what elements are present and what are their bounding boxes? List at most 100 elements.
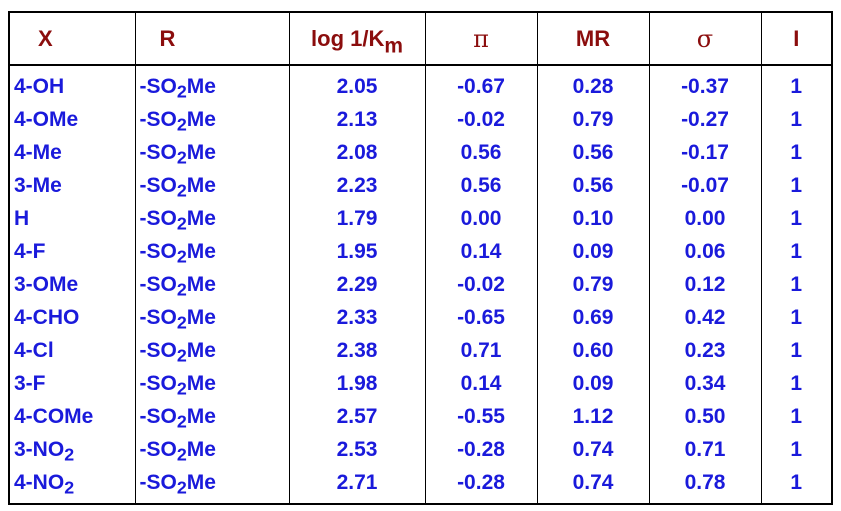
- cell-pi: 0.14: [424, 367, 538, 400]
- cell-x: 4-OH: [8, 65, 136, 103]
- cell-r-prefix: -SO: [139, 371, 177, 395]
- cell-sigma: 0.42: [648, 301, 762, 334]
- cell-pi: -0.28: [424, 466, 538, 505]
- cell-i: 1: [760, 433, 833, 466]
- cell-x: 3-F: [8, 367, 136, 400]
- cell-pi: 0.14: [424, 235, 538, 268]
- cell-log-inverse-km: 2.38: [288, 334, 426, 367]
- table-row: 3-OMe -SO2Me 2.29 -0.02 0.79 0.12 1: [8, 268, 833, 301]
- header-log-label: log 1/K: [311, 25, 385, 51]
- cell-mr: 0.60: [536, 334, 650, 367]
- cell-mr: 0.56: [536, 136, 650, 169]
- cell-r-suffix: Me: [186, 206, 216, 230]
- cell-r: -SO2Me: [134, 466, 290, 505]
- cell-x-text: 4-OH: [14, 74, 65, 98]
- cell-r-subscript: 2: [176, 212, 187, 233]
- cell-r-subscript: 2: [176, 146, 187, 167]
- cell-i: 1: [760, 65, 833, 103]
- header-i: I: [760, 11, 833, 66]
- cell-pi: -0.02: [424, 103, 538, 136]
- table-body: 4-OH -SO2Me 2.05 -0.67 0.28 -0.37 1 4-OMe -SO2Me…: [8, 65, 833, 505]
- cell-sigma: 0.34: [648, 367, 762, 400]
- cell-x-text: 4-NO: [14, 470, 65, 494]
- cell-sigma: 0.12: [648, 268, 762, 301]
- cell-pi: -0.65: [424, 301, 538, 334]
- cell-sigma: 0.50: [648, 400, 762, 433]
- cell-r-prefix: -SO: [139, 404, 177, 428]
- header-pi: π: [424, 11, 538, 66]
- cell-log-inverse-km: 2.08: [288, 136, 426, 169]
- cell-r-suffix: Me: [186, 140, 216, 164]
- cell-r-subscript: 2: [176, 311, 187, 332]
- cell-x-text: 4-Cl: [14, 338, 54, 362]
- table-row: 3-Me -SO2Me 2.23 0.56 0.56 -0.07 1: [8, 169, 833, 202]
- cell-r-prefix: -SO: [139, 107, 177, 131]
- cell-sigma: 0.06: [648, 235, 762, 268]
- header-x: X: [8, 11, 136, 66]
- cell-pi: -0.28: [424, 433, 538, 466]
- cell-x: H: [8, 202, 136, 235]
- cell-sigma: 0.78: [648, 466, 762, 505]
- cell-mr: 0.79: [536, 103, 650, 136]
- cell-pi: -0.55: [424, 400, 538, 433]
- cell-mr: 0.09: [536, 235, 650, 268]
- header-r: R: [134, 11, 290, 66]
- cell-r-prefix: -SO: [139, 272, 177, 296]
- cell-r-prefix: -SO: [139, 74, 177, 98]
- cell-log-inverse-km: 1.98: [288, 367, 426, 400]
- cell-r: -SO2Me: [134, 400, 290, 433]
- cell-mr: 0.79: [536, 268, 650, 301]
- cell-r-suffix: Me: [186, 305, 216, 329]
- cell-x-text: 3-NO: [14, 437, 65, 461]
- cell-x: 3-Me: [8, 169, 136, 202]
- cell-log-inverse-km: 2.53: [288, 433, 426, 466]
- cell-mr: 0.69: [536, 301, 650, 334]
- table-row: 3-F -SO2Me 1.98 0.14 0.09 0.34 1: [8, 367, 833, 400]
- table-row: 4-Me -SO2Me 2.08 0.56 0.56 -0.17 1: [8, 136, 833, 169]
- cell-i: 1: [760, 400, 833, 433]
- header-i-label: I: [793, 25, 800, 51]
- cell-pi: 0.71: [424, 334, 538, 367]
- cell-mr: 0.10: [536, 202, 650, 235]
- cell-r-subscript: 2: [176, 179, 187, 200]
- cell-x: 4-F: [8, 235, 136, 268]
- cell-x-text: 4-COMe: [14, 404, 94, 428]
- cell-r: -SO2Me: [134, 268, 290, 301]
- cell-mr: 1.12: [536, 400, 650, 433]
- cell-r: -SO2Me: [134, 136, 290, 169]
- cell-r: -SO2Me: [134, 235, 290, 268]
- cell-sigma: -0.17: [648, 136, 762, 169]
- cell-x: 4-Cl: [8, 334, 136, 367]
- cell-r-subscript: 2: [176, 344, 187, 365]
- cell-r: -SO2Me: [134, 169, 290, 202]
- cell-i: 1: [760, 136, 833, 169]
- cell-pi: 0.56: [424, 136, 538, 169]
- header-sigma: σ: [648, 11, 762, 66]
- cell-x: 3-OMe: [8, 268, 136, 301]
- cell-sigma: -0.27: [648, 103, 762, 136]
- cell-i: 1: [760, 202, 833, 235]
- cell-r-subscript: 2: [176, 113, 187, 134]
- cell-r-suffix: Me: [186, 338, 216, 362]
- cell-x-text: 4-CHO: [14, 305, 80, 329]
- table-row: H -SO2Me 1.79 0.00 0.10 0.00 1: [8, 202, 833, 235]
- cell-pi: 0.56: [424, 169, 538, 202]
- substituent-data-table: X R log 1/Km π MR σ I 4-OH -SO2Me 2.05 -0.6…: [8, 11, 833, 505]
- cell-mr: 0.74: [536, 466, 650, 505]
- header-mr-label: MR: [575, 25, 611, 51]
- cell-x: 4-OMe: [8, 103, 136, 136]
- cell-r: -SO2Me: [134, 65, 290, 103]
- cell-x-text: 4-OMe: [14, 107, 79, 131]
- header-log-subscript: m: [384, 33, 403, 57]
- cell-x: 4-CHO: [8, 301, 136, 334]
- cell-log-inverse-km: 2.33: [288, 301, 426, 334]
- cell-log-inverse-km: 2.71: [288, 466, 426, 505]
- cell-log-inverse-km: 2.29: [288, 268, 426, 301]
- cell-log-inverse-km: 2.23: [288, 169, 426, 202]
- cell-x: 4-Me: [8, 136, 136, 169]
- table-row: 3-NO2 -SO2Me 2.53 -0.28 0.74 0.71 1: [8, 433, 833, 466]
- cell-x: 3-NO2: [8, 433, 136, 466]
- cell-x-text: 4-F: [14, 239, 46, 263]
- cell-r-suffix: Me: [186, 173, 216, 197]
- table-row: 4-CHO -SO2Me 2.33 -0.65 0.69 0.42 1: [8, 301, 833, 334]
